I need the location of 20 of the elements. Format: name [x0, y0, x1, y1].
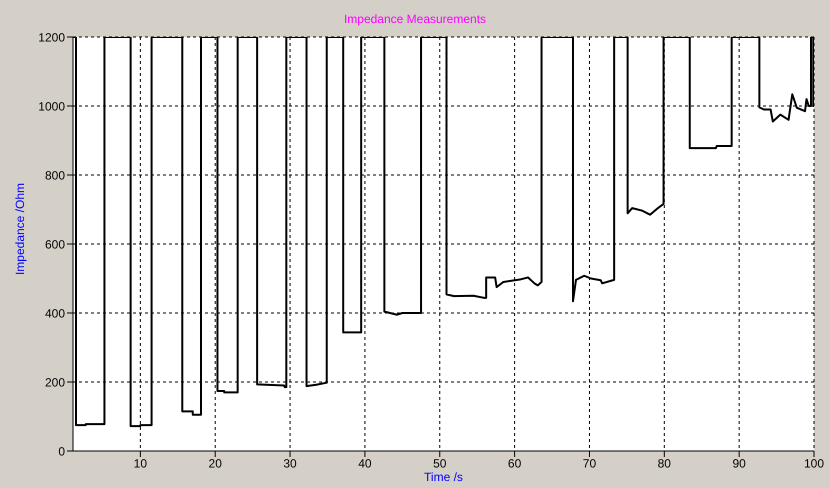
- y-tick-label: 1200: [38, 30, 66, 44]
- y-tick-label: 400: [44, 306, 66, 320]
- y-axis-title: Impedance /Ohm: [13, 182, 28, 276]
- y-tick-label: 600: [44, 237, 66, 252]
- x-tick-label: 60: [508, 456, 522, 471]
- x-tick-label: 70: [582, 456, 596, 471]
- y-tick-label: 0: [58, 444, 66, 458]
- chart-title: Impedance Measurements: [342, 12, 488, 26]
- x-tick-label: 80: [658, 456, 672, 471]
- x-tick-label: 30: [283, 456, 298, 471]
- y-tick-label: 1000: [38, 99, 66, 114]
- y-tick-label: 800: [44, 168, 66, 182]
- x-tick-label: 40: [358, 456, 372, 471]
- x-axis-title: Time /s: [423, 470, 464, 484]
- x-tick-label: 50: [433, 456, 447, 471]
- x-tick-label: 90: [732, 456, 746, 471]
- x-tick-label: 20: [208, 456, 222, 471]
- y-tick-label: 200: [44, 375, 66, 390]
- x-tick-label: 100: [804, 456, 824, 471]
- x-tick-label: 10: [134, 456, 148, 471]
